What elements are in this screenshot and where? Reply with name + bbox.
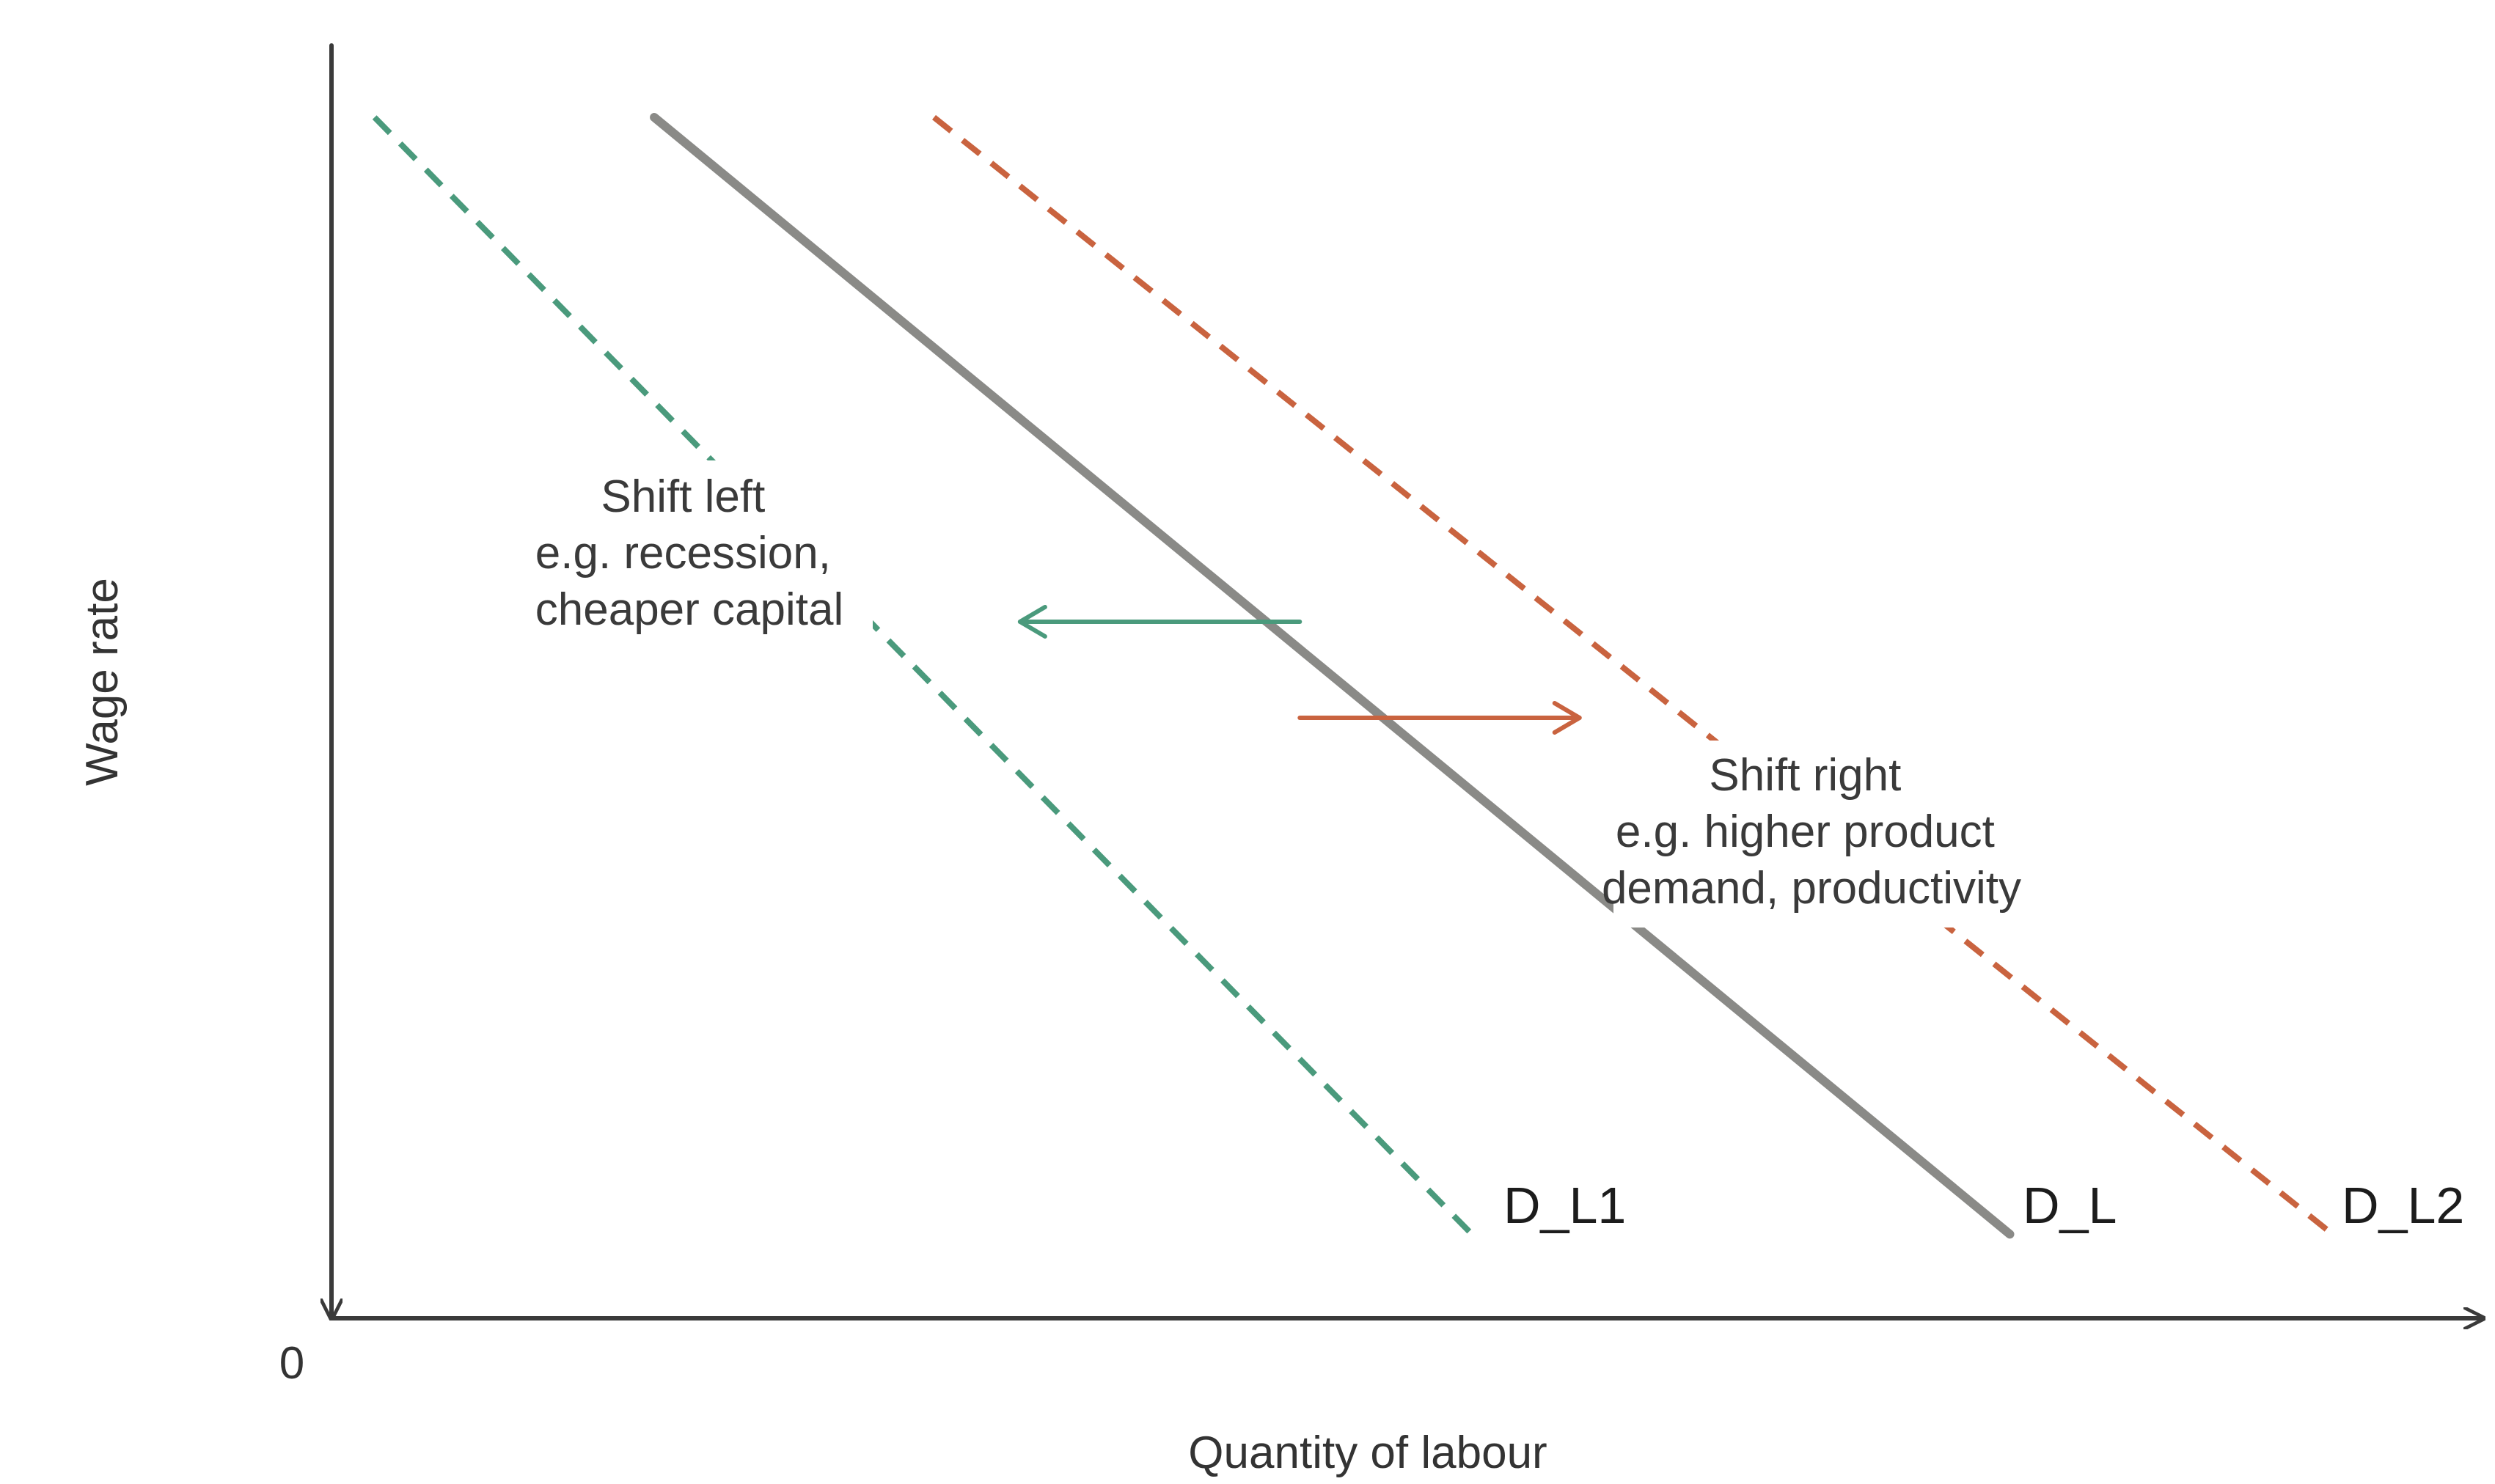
shift-left-line-1: Shift left	[601, 471, 765, 522]
shift-right-arrow-head	[1552, 701, 1582, 735]
series-line-dl	[650, 113, 2015, 1239]
series-label-dl: D_L	[2023, 1177, 2117, 1234]
shift-left-text-backdrop	[506, 460, 873, 642]
series-label-dl1: D_L1	[1503, 1177, 1626, 1234]
shift-right-line-3: demand, productivity	[1602, 863, 2021, 914]
shift-left-arrow	[1017, 604, 1303, 639]
shift-right-arrow	[1297, 701, 1582, 735]
shift-left-text: Shift left e.g. recession, cheaper capit…	[535, 471, 844, 635]
shift-right-annotation: Shift right e.g. higher product demand, …	[1297, 701, 2021, 928]
series-line-dl1	[372, 115, 1474, 1237]
y-axis-title: Wage rate	[77, 578, 128, 786]
shift-right-text: Shift right e.g. higher product demand, …	[1602, 750, 2021, 914]
shift-left-line-3: cheaper capital	[535, 584, 844, 635]
shift-left-arrow-head	[1017, 604, 1047, 639]
curves	[372, 113, 2335, 1239]
shift-left-annotation: Shift left e.g. recession, cheaper capit…	[506, 460, 1303, 642]
origin-label: 0	[279, 1338, 304, 1389]
shift-left-line-2: e.g. recession,	[535, 528, 831, 578]
shift-right-line-2: e.g. higher product	[1616, 807, 1995, 857]
series-label-dl2: D_L2	[2342, 1177, 2464, 1234]
shift-right-text-backdrop	[1613, 741, 2009, 928]
shift-right-line-1: Shift right	[1709, 750, 1901, 801]
axes	[331, 43, 2485, 1318]
series-line-dl2	[932, 114, 2335, 1237]
x-axis-title: Quantity of labour	[1188, 1428, 1547, 1478]
